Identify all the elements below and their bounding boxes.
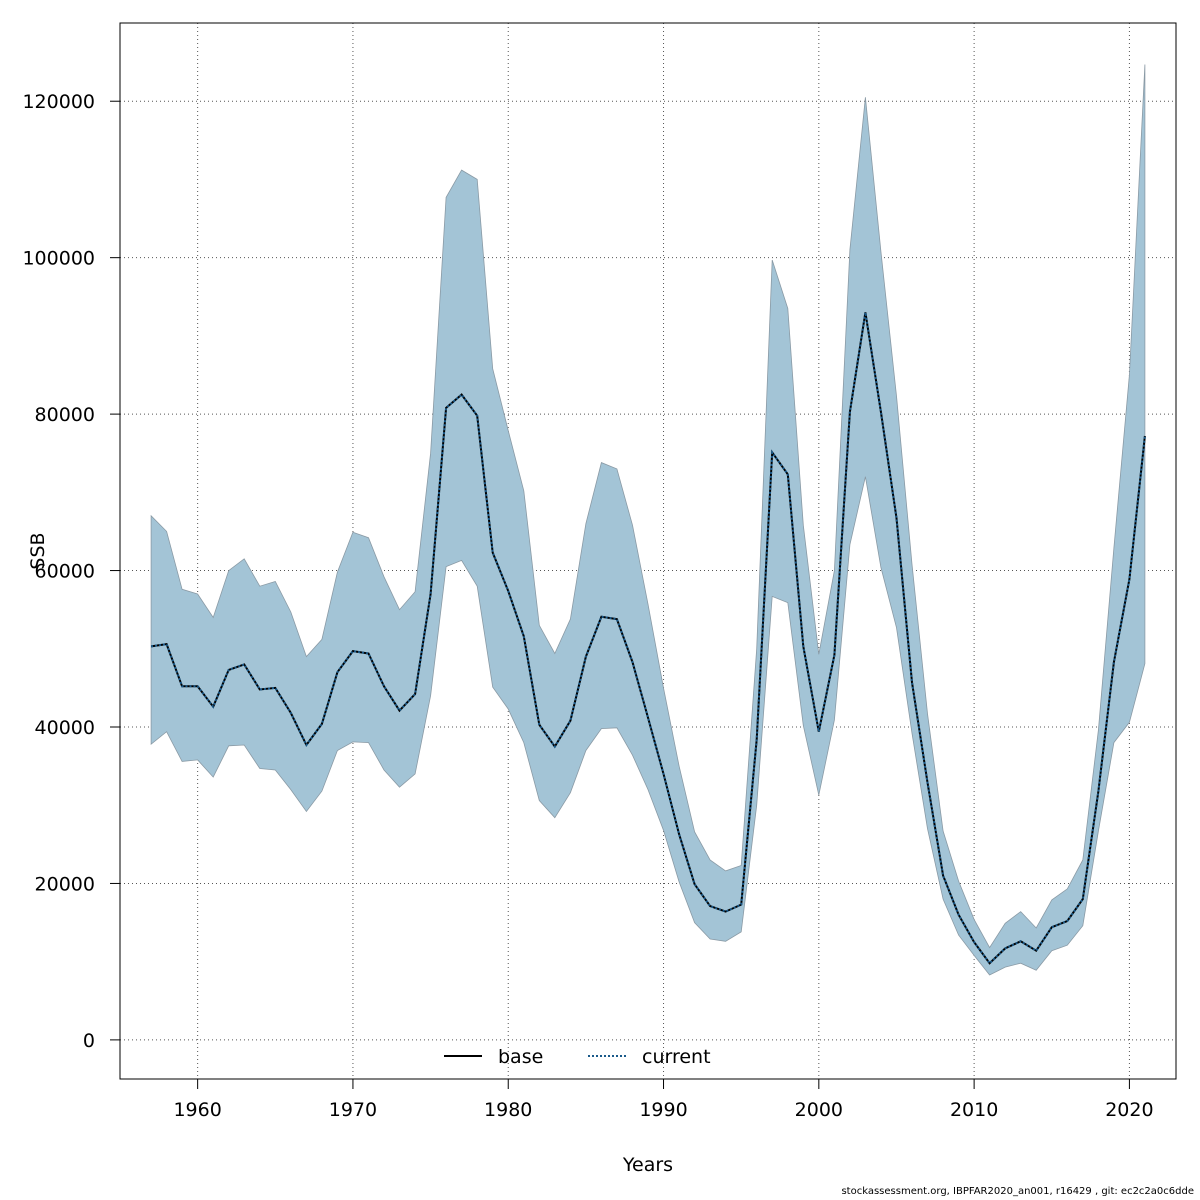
y-tick-label-60000: 60000 — [35, 561, 95, 583]
y-axis: 0 20000 40000 60000 80000 100000 120000 — [22, 91, 120, 1052]
legend-label-current: current — [642, 1046, 711, 1068]
x-axis: 1960 1970 1980 1990 2000 2010 2020 — [173, 1079, 1154, 1121]
y-tick-label-80000: 80000 — [35, 404, 95, 426]
grid-lines — [120, 23, 1176, 1079]
x-axis-title: Years — [622, 1154, 673, 1176]
x-tick-label-2010: 2010 — [950, 1099, 998, 1121]
y-tick-label-120000: 120000 — [22, 91, 95, 113]
footer-note: stockassessment.org, IBPFAR2020_an001, r… — [841, 1186, 1194, 1197]
x-tick-label-2000: 2000 — [795, 1099, 843, 1121]
x-tick-label-1980: 1980 — [484, 1099, 532, 1121]
plot-frame — [119, 22, 1177, 1080]
x-tick-label-1970: 1970 — [329, 1099, 377, 1121]
y-tick-label-40000: 40000 — [35, 717, 95, 739]
y-axis-title: SSB — [27, 532, 49, 569]
x-tick-label-1990: 1990 — [639, 1099, 687, 1121]
confidence-band — [150, 64, 1146, 976]
y-tick-label-100000: 100000 — [22, 248, 95, 270]
series-line-current — [150, 312, 1146, 965]
y-tick-label-20000: 20000 — [35, 873, 95, 895]
legend: base current — [444, 1046, 711, 1068]
y-tick-label-0: 0 — [83, 1030, 95, 1052]
legend-label-base: base — [498, 1046, 543, 1068]
x-tick-label-1960: 1960 — [173, 1099, 221, 1121]
x-tick-label-2020: 2020 — [1105, 1099, 1153, 1121]
